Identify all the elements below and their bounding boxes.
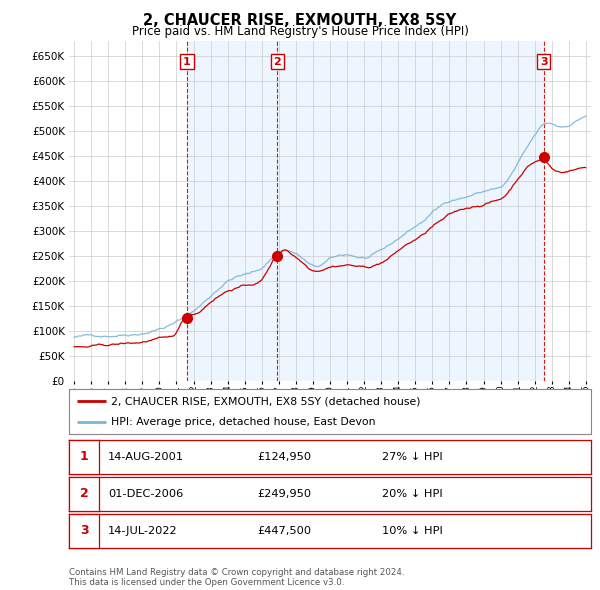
Text: HPI: Average price, detached house, East Devon: HPI: Average price, detached house, East… [111,417,375,427]
Text: 01-DEC-2006: 01-DEC-2006 [108,489,184,499]
Text: £124,950: £124,950 [257,452,311,461]
Text: 14-JUL-2022: 14-JUL-2022 [108,526,178,536]
Text: 2: 2 [80,487,89,500]
Text: 3: 3 [80,525,88,537]
Text: 1: 1 [183,57,191,67]
Text: 27% ↓ HPI: 27% ↓ HPI [382,452,443,461]
Text: Price paid vs. HM Land Registry's House Price Index (HPI): Price paid vs. HM Land Registry's House … [131,25,469,38]
Text: 3: 3 [540,57,548,67]
Bar [187,41,277,381]
Text: 2, CHAUCER RISE, EXMOUTH, EX8 5SY (detached house): 2, CHAUCER RISE, EXMOUTH, EX8 5SY (detac… [111,396,420,407]
Bar [277,41,544,381]
Text: 2: 2 [274,57,281,67]
Text: £249,950: £249,950 [257,489,311,499]
Text: 1: 1 [80,450,89,463]
Text: 10% ↓ HPI: 10% ↓ HPI [382,526,443,536]
Text: Contains HM Land Registry data © Crown copyright and database right 2024.
This d: Contains HM Land Registry data © Crown c… [69,568,404,587]
Text: 2, CHAUCER RISE, EXMOUTH, EX8 5SY: 2, CHAUCER RISE, EXMOUTH, EX8 5SY [143,13,457,28]
Text: 20% ↓ HPI: 20% ↓ HPI [382,489,443,499]
Text: 14-AUG-2001: 14-AUG-2001 [108,452,184,461]
Text: £447,500: £447,500 [257,526,311,536]
